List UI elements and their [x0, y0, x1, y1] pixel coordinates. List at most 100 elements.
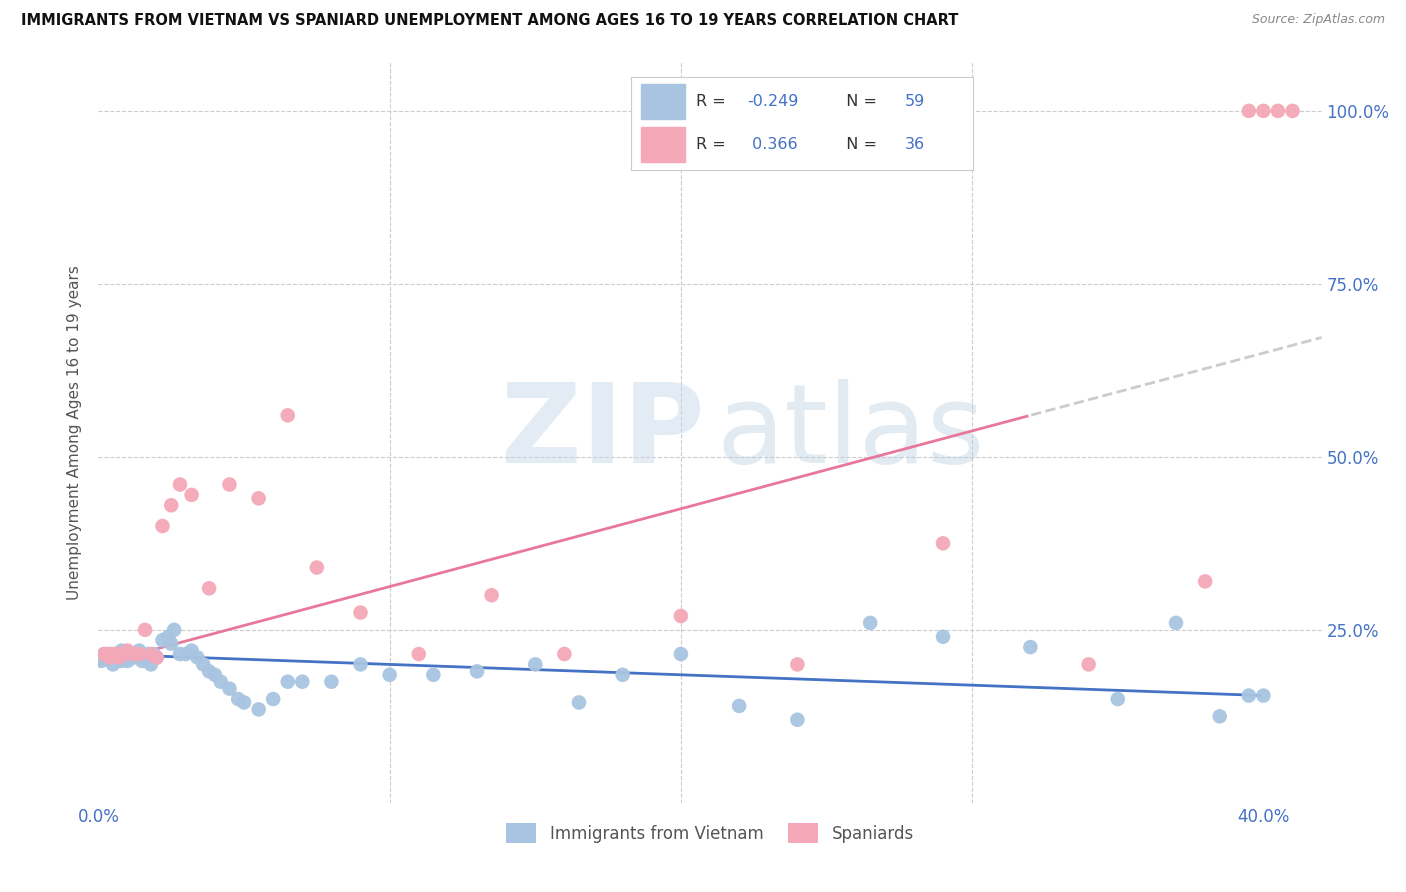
Point	[128, 643, 150, 657]
Point	[169, 477, 191, 491]
Point	[96, 650, 118, 665]
Point	[131, 654, 153, 668]
Point	[145, 650, 167, 665]
Point	[114, 647, 136, 661]
Point	[349, 657, 371, 672]
Point	[524, 657, 547, 672]
Point	[233, 696, 256, 710]
Point	[152, 633, 174, 648]
Point	[108, 650, 131, 665]
Point	[1253, 689, 1275, 703]
Text: atlas: atlas	[716, 379, 984, 486]
Point	[932, 536, 955, 550]
Point	[180, 643, 202, 657]
Point	[305, 560, 328, 574]
Point	[98, 647, 121, 661]
Point	[145, 650, 167, 665]
Point	[247, 702, 270, 716]
Point	[349, 606, 371, 620]
Point	[101, 647, 124, 661]
Point	[122, 647, 145, 661]
Point	[160, 498, 183, 512]
Point	[226, 692, 249, 706]
Point	[120, 647, 142, 661]
Point	[98, 650, 121, 665]
Point	[111, 654, 134, 668]
Point	[152, 519, 174, 533]
Text: IMMIGRANTS FROM VIETNAM VS SPANIARD UNEMPLOYMENT AMONG AGES 16 TO 19 YEARS CORRE: IMMIGRANTS FROM VIETNAM VS SPANIARD UNEM…	[21, 13, 959, 29]
Point	[1237, 103, 1260, 118]
Point	[218, 681, 240, 696]
Point	[198, 582, 221, 596]
Point	[859, 615, 882, 630]
Point	[1237, 689, 1260, 703]
Point	[139, 647, 162, 661]
Point	[422, 667, 444, 681]
Point	[1164, 615, 1187, 630]
Point	[262, 692, 284, 706]
Point	[93, 647, 115, 661]
Point	[169, 647, 191, 661]
Point	[93, 647, 115, 661]
Point	[728, 698, 751, 713]
Point	[90, 654, 112, 668]
Point	[481, 588, 503, 602]
Point	[198, 665, 221, 679]
Point	[612, 667, 634, 681]
Point	[568, 696, 591, 710]
Point	[174, 647, 197, 661]
Point	[465, 665, 488, 679]
Point	[1077, 657, 1099, 672]
Point	[247, 491, 270, 506]
Point	[1107, 692, 1129, 706]
Point	[139, 657, 162, 672]
Point	[786, 657, 808, 672]
Point	[117, 654, 139, 668]
Point	[193, 657, 215, 672]
Legend: Immigrants from Vietnam, Spaniards: Immigrants from Vietnam, Spaniards	[499, 816, 921, 850]
Point	[160, 637, 183, 651]
Point	[142, 647, 165, 661]
Point	[277, 409, 299, 423]
Point	[277, 674, 299, 689]
Point	[117, 643, 139, 657]
Point	[209, 674, 232, 689]
Point	[134, 623, 156, 637]
Point	[1194, 574, 1216, 589]
Point	[128, 647, 150, 661]
Point	[669, 609, 692, 624]
Point	[122, 650, 145, 665]
Point	[378, 667, 401, 681]
Point	[786, 713, 808, 727]
Point	[134, 650, 156, 665]
Point	[114, 647, 136, 661]
Text: ZIP: ZIP	[501, 379, 704, 486]
Point	[669, 647, 692, 661]
Point	[108, 650, 131, 665]
Y-axis label: Unemployment Among Ages 16 to 19 years: Unemployment Among Ages 16 to 19 years	[67, 265, 83, 600]
Point	[163, 623, 186, 637]
Point	[932, 630, 955, 644]
Point	[136, 647, 159, 661]
Point	[204, 667, 226, 681]
Point	[553, 647, 575, 661]
Point	[408, 647, 430, 661]
Point	[180, 488, 202, 502]
Point	[101, 657, 124, 672]
Point	[1208, 709, 1232, 723]
Point	[1019, 640, 1042, 654]
Point	[321, 674, 343, 689]
Point	[96, 647, 118, 661]
Text: Source: ZipAtlas.com: Source: ZipAtlas.com	[1251, 13, 1385, 27]
Point	[291, 674, 314, 689]
Point	[1267, 103, 1289, 118]
Point	[111, 647, 134, 661]
Point	[1281, 103, 1303, 118]
Point	[186, 650, 208, 665]
Point	[104, 647, 127, 661]
Point	[1253, 103, 1275, 118]
Point	[125, 647, 148, 661]
Point	[104, 647, 127, 661]
Point	[218, 477, 240, 491]
Point	[111, 643, 134, 657]
